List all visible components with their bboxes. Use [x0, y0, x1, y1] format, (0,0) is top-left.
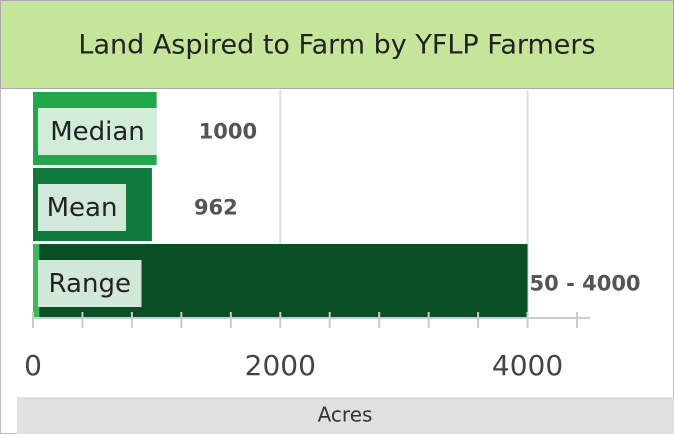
x-tick-label: 2000	[245, 349, 316, 382]
x-tick-label: 0	[24, 349, 42, 382]
range-low	[33, 244, 40, 317]
chart-title: Land Aspired to Farm by YFLP Farmers	[78, 30, 595, 61]
category-box	[38, 184, 126, 231]
category-label: Range	[49, 269, 131, 299]
category-box	[38, 108, 157, 155]
value-label: 1000	[199, 120, 257, 144]
value-label: 962	[194, 196, 238, 220]
category-label: Median	[50, 117, 145, 147]
category-label: Mean	[47, 193, 118, 223]
value-label: 50 - 4000	[530, 272, 641, 296]
title-bar	[0, 0, 674, 89]
x-label-bar	[17, 397, 674, 434]
x-axis-label: Acres	[318, 403, 373, 427]
category-box	[38, 260, 142, 307]
x-tick-label: 4000	[492, 349, 563, 382]
